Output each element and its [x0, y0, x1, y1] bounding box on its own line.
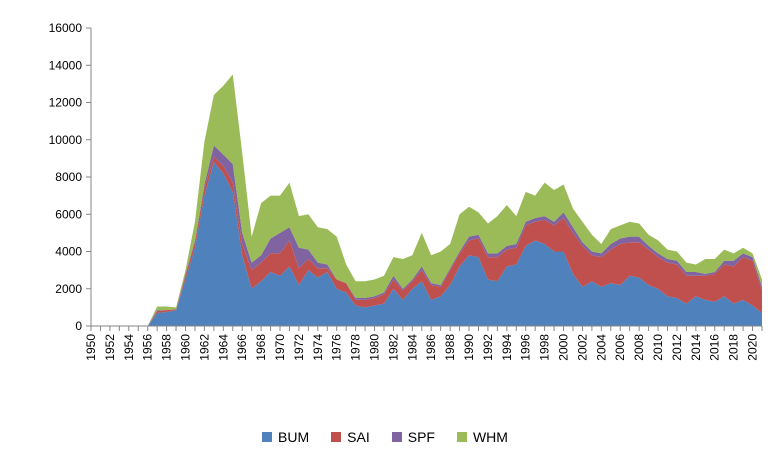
y-tick-label: 14000	[49, 58, 83, 72]
x-tick-label: 2018	[727, 334, 741, 361]
x-tick-label: 1962	[197, 334, 211, 361]
chart-areas	[91, 74, 762, 326]
x-tick-label: 2002	[575, 334, 589, 361]
y-tick-label: 4000	[55, 245, 82, 259]
y-tick-label: 6000	[55, 207, 82, 221]
x-tick-label: 1996	[519, 334, 533, 361]
x-tick-label: 1954	[122, 334, 136, 361]
x-tick-label: 1968	[254, 334, 268, 361]
x-tick-label: 2012	[670, 334, 684, 361]
x-tick-label: 1988	[443, 334, 457, 361]
x-tick-label: 1994	[500, 334, 514, 361]
x-tick-label: 1992	[481, 334, 495, 361]
x-tick-label: 2000	[557, 334, 571, 361]
y-tick-label: 0	[75, 319, 82, 333]
x-tick-label: 1952	[103, 334, 117, 361]
x-tick-label: 1984	[405, 334, 419, 361]
chart-axes: 0 2000 4000 6000 8000 10000 12000 14000 16000 195…	[49, 21, 763, 361]
y-tick-label: 12000	[49, 96, 83, 110]
x-tick-label: 2004	[594, 334, 608, 361]
legend-item-sai: SAI	[331, 429, 370, 445]
x-tick-label: 1972	[292, 334, 306, 361]
legend-swatch	[456, 432, 467, 442]
chart-legend: BUM SAI SPF WHM	[0, 429, 770, 445]
legend-label: SPF	[407, 429, 435, 445]
y-tick-label: 2000	[55, 282, 82, 296]
x-tick-label: 2008	[632, 334, 646, 361]
x-tick-label: 1982	[386, 334, 400, 361]
x-tick-label: 1960	[179, 334, 193, 361]
x-tick-label: 1970	[273, 334, 287, 361]
legend-item-spf: SPF	[391, 429, 435, 445]
x-tick-label: 1980	[368, 334, 382, 361]
x-tick-label: 1966	[235, 334, 249, 361]
x-tick-label: 2014	[689, 334, 703, 361]
legend-label: SAI	[347, 429, 370, 445]
y-tick-label: 10000	[49, 133, 83, 147]
x-tick-label: 1956	[141, 334, 155, 361]
legend-item-bum: BUM	[262, 429, 309, 445]
legend-label: BUM	[278, 429, 310, 445]
x-tick-label: 1978	[349, 334, 363, 361]
x-tick-label: 2020	[746, 334, 760, 361]
x-tick-label: 1998	[538, 334, 552, 361]
legend-item-whm: WHM	[456, 429, 508, 445]
x-tick-label: 1950	[84, 334, 98, 361]
x-tick-label: 1974	[311, 334, 325, 361]
x-tick-label: 1990	[462, 334, 476, 361]
x-tick-label: 1986	[424, 334, 438, 361]
x-tick-label: 1958	[160, 334, 174, 361]
x-tick-label: 2006	[613, 334, 627, 361]
x-tick-label: 1976	[330, 334, 344, 361]
legend-label: WHM	[472, 429, 508, 445]
x-tick-label: 1964	[216, 334, 230, 361]
legend-swatch	[262, 432, 273, 442]
x-tick-label: 2016	[708, 334, 722, 361]
y-tick-label: 8000	[55, 170, 82, 184]
x-tick-label: 2010	[651, 334, 665, 361]
legend-swatch	[331, 432, 342, 442]
legend-swatch	[391, 432, 402, 442]
y-tick-label: 16000	[49, 21, 83, 35]
series-area-bum	[91, 162, 762, 326]
